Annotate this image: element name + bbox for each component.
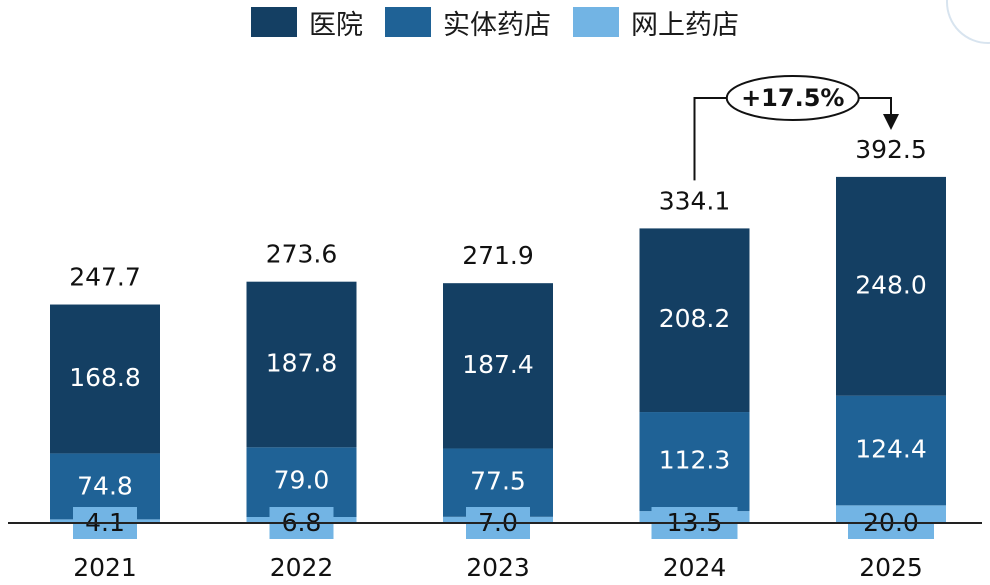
legend-label: 实体药店 — [443, 9, 551, 41]
bar-segment — [246, 447, 357, 518]
legend-swatch — [385, 7, 431, 37]
data-label: 79.0 — [274, 465, 330, 494]
legend-swatch — [251, 7, 297, 37]
x-tick-label: 2024 — [663, 553, 727, 582]
legend-label: 医院 — [309, 9, 363, 41]
growth-arrow-line — [693, 97, 727, 181]
data-label: 77.5 — [470, 466, 526, 495]
legend-label: 网上药店 — [631, 9, 739, 41]
legend-item: 网上药店 — [573, 3, 739, 42]
x-tick-label: 2023 — [466, 553, 530, 582]
data-label: 187.8 — [266, 349, 338, 378]
bar-segment — [836, 395, 946, 506]
data-label: 208.2 — [659, 304, 731, 333]
bar-segment — [639, 228, 750, 413]
total-label: 247.7 — [69, 263, 141, 292]
x-tick-label: 2022 — [270, 553, 334, 582]
bar-segment — [443, 283, 553, 449]
legend-swatch — [573, 7, 619, 37]
x-tick-label: 2021 — [73, 553, 137, 582]
x-tick-label: 2025 — [859, 553, 923, 582]
legend-item: 医院 — [251, 3, 363, 42]
data-label: 248.0 — [855, 270, 927, 299]
growth-annotation-bubble — [725, 75, 860, 121]
total-label: 392.5 — [855, 135, 927, 164]
chart-legend: 医院 实体药店 网上药店 — [0, 2, 990, 42]
growth-arrowhead-icon — [883, 114, 899, 130]
bar-segment — [639, 412, 750, 512]
bar-segment — [836, 176, 946, 396]
bar-segment — [50, 304, 160, 454]
data-label: 168.8 — [69, 363, 141, 392]
data-label: 124.4 — [855, 434, 927, 463]
total-label: 273.6 — [266, 240, 338, 269]
growth-arrow-line — [858, 97, 892, 116]
legend-item: 实体药店 — [385, 3, 551, 42]
data-label: 112.3 — [659, 446, 731, 475]
bar-segment — [246, 281, 357, 448]
total-label: 271.9 — [462, 241, 534, 270]
data-label: 74.8 — [77, 471, 133, 500]
growth-annotation-label: +17.5% — [741, 84, 844, 112]
bar-segment — [443, 448, 553, 517]
total-label: 334.1 — [659, 186, 731, 215]
data-label: 187.4 — [462, 350, 534, 379]
